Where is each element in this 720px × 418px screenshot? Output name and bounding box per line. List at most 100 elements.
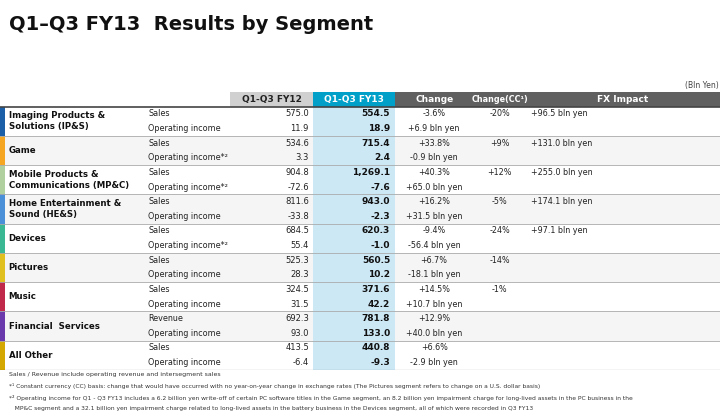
Text: 55.4: 55.4 xyxy=(290,241,309,250)
Bar xyxy=(313,107,395,136)
Text: +40.3%: +40.3% xyxy=(418,168,450,177)
Bar xyxy=(0,136,5,165)
Text: +14.5%: +14.5% xyxy=(418,285,450,294)
Bar xyxy=(0,311,5,341)
Text: -6.4: -6.4 xyxy=(292,358,309,367)
Text: Pictures: Pictures xyxy=(9,263,49,272)
Text: 413.5: 413.5 xyxy=(285,344,309,352)
Text: Sales: Sales xyxy=(148,285,170,294)
Text: Operating income: Operating income xyxy=(148,270,221,279)
Bar xyxy=(0,253,5,282)
Text: 42.2: 42.2 xyxy=(368,300,390,308)
Text: 28.3: 28.3 xyxy=(290,270,309,279)
Text: +33.8%: +33.8% xyxy=(418,139,450,148)
Bar xyxy=(0,194,720,224)
Text: Mobile Products &
Communications (MP&C): Mobile Products & Communications (MP&C) xyxy=(9,170,129,190)
Text: *¹ Constant currency (CC) basis: change that would have occurred with no year-on: *¹ Constant currency (CC) basis: change … xyxy=(9,383,541,390)
Bar xyxy=(0,107,720,136)
Text: 692.3: 692.3 xyxy=(285,314,309,323)
Text: -2.3: -2.3 xyxy=(371,212,390,221)
Text: 525.3: 525.3 xyxy=(285,256,309,265)
Text: +12.9%: +12.9% xyxy=(418,314,450,323)
Bar xyxy=(526,92,720,107)
Text: 11.9: 11.9 xyxy=(290,124,309,133)
Text: 904.8: 904.8 xyxy=(285,168,309,177)
Text: +6.7%: +6.7% xyxy=(420,256,448,265)
Bar xyxy=(0,253,720,282)
Bar xyxy=(0,341,5,370)
Bar xyxy=(313,224,395,253)
Text: 1,269.1: 1,269.1 xyxy=(352,168,390,177)
Text: -18.1 bln yen: -18.1 bln yen xyxy=(408,270,460,279)
Text: 2.4: 2.4 xyxy=(374,153,390,162)
Text: 534.6: 534.6 xyxy=(285,139,309,148)
Bar xyxy=(0,224,5,253)
Text: 715.4: 715.4 xyxy=(361,139,390,148)
Bar xyxy=(0,165,720,194)
Text: +65.0 bln yen: +65.0 bln yen xyxy=(406,183,462,191)
Text: Sales: Sales xyxy=(148,256,170,265)
Text: MP&C segment and a 32.1 billion yen impairment charge related to long-lived asse: MP&C segment and a 32.1 billion yen impa… xyxy=(9,405,534,410)
Text: -2.9 bln yen: -2.9 bln yen xyxy=(410,358,458,367)
Text: -1.0: -1.0 xyxy=(371,241,390,250)
Text: Devices: Devices xyxy=(9,234,46,243)
Text: -9.3: -9.3 xyxy=(371,358,390,367)
Text: 575.0: 575.0 xyxy=(285,110,309,118)
Bar xyxy=(474,92,526,107)
Text: 18.9: 18.9 xyxy=(368,124,390,133)
Text: -20%: -20% xyxy=(490,110,510,118)
Bar xyxy=(0,107,5,136)
Text: *² Operating income for Q1 - Q3 FY13 includes a 6.2 billion yen write-off of cer: *² Operating income for Q1 - Q3 FY13 inc… xyxy=(9,395,633,401)
Text: 943.0: 943.0 xyxy=(361,197,390,206)
Text: +174.1 bln yen: +174.1 bln yen xyxy=(531,197,593,206)
Text: -14%: -14% xyxy=(490,256,510,265)
Text: Change(CC¹): Change(CC¹) xyxy=(472,95,528,104)
Text: -5%: -5% xyxy=(492,197,508,206)
Text: Q1–Q3 FY13  Results by Segment: Q1–Q3 FY13 Results by Segment xyxy=(9,15,374,33)
Bar xyxy=(313,194,395,224)
Text: 560.5: 560.5 xyxy=(362,256,390,265)
Text: +31.5 bln yen: +31.5 bln yen xyxy=(406,212,462,221)
Text: 440.8: 440.8 xyxy=(361,344,390,352)
Text: Change: Change xyxy=(415,95,454,104)
Text: +40.0 bln yen: +40.0 bln yen xyxy=(406,329,462,338)
Text: Music: Music xyxy=(9,292,37,301)
Bar xyxy=(0,311,720,341)
Text: 133.0: 133.0 xyxy=(362,329,390,338)
Text: Q1-Q3 FY12: Q1-Q3 FY12 xyxy=(242,95,302,104)
Text: +10.7 bln yen: +10.7 bln yen xyxy=(406,300,462,308)
Bar xyxy=(313,341,395,370)
Text: 324.5: 324.5 xyxy=(285,285,309,294)
Text: Operating income: Operating income xyxy=(148,329,221,338)
Text: Sales: Sales xyxy=(148,227,170,235)
Text: 31.5: 31.5 xyxy=(290,300,309,308)
Text: Q1-Q3 FY13: Q1-Q3 FY13 xyxy=(324,95,384,104)
Text: All Other: All Other xyxy=(9,351,52,360)
Bar xyxy=(0,194,5,224)
Text: -0.9 bln yen: -0.9 bln yen xyxy=(410,153,458,162)
Text: +16.2%: +16.2% xyxy=(418,197,450,206)
Text: +12%: +12% xyxy=(487,168,512,177)
Text: Operating income: Operating income xyxy=(148,212,221,221)
Text: Sales / Revenue include operating revenue and intersegment sales: Sales / Revenue include operating revenu… xyxy=(9,372,221,377)
Bar xyxy=(0,136,720,165)
Text: Operating income: Operating income xyxy=(148,358,221,367)
Text: FX Impact: FX Impact xyxy=(597,95,649,104)
Text: 811.6: 811.6 xyxy=(285,197,309,206)
Text: 554.5: 554.5 xyxy=(361,110,390,118)
Text: 10.2: 10.2 xyxy=(368,270,390,279)
Text: -9.4%: -9.4% xyxy=(423,227,446,235)
Text: Operating income: Operating income xyxy=(148,300,221,308)
Text: Sales: Sales xyxy=(148,168,170,177)
Text: Sales: Sales xyxy=(148,344,170,352)
Text: +255.0 bln yen: +255.0 bln yen xyxy=(531,168,593,177)
Text: Sales: Sales xyxy=(148,139,170,148)
Text: Home Entertainment &
Sound (HE&S): Home Entertainment & Sound (HE&S) xyxy=(9,199,121,219)
Text: 3.3: 3.3 xyxy=(295,153,309,162)
Text: -7.6: -7.6 xyxy=(371,183,390,191)
Text: +131.0 bln yen: +131.0 bln yen xyxy=(531,139,593,148)
Text: Operating income: Operating income xyxy=(148,124,221,133)
Text: +96.5 bln yen: +96.5 bln yen xyxy=(531,110,588,118)
Bar xyxy=(0,341,720,370)
Text: Operating income*²: Operating income*² xyxy=(148,183,228,191)
